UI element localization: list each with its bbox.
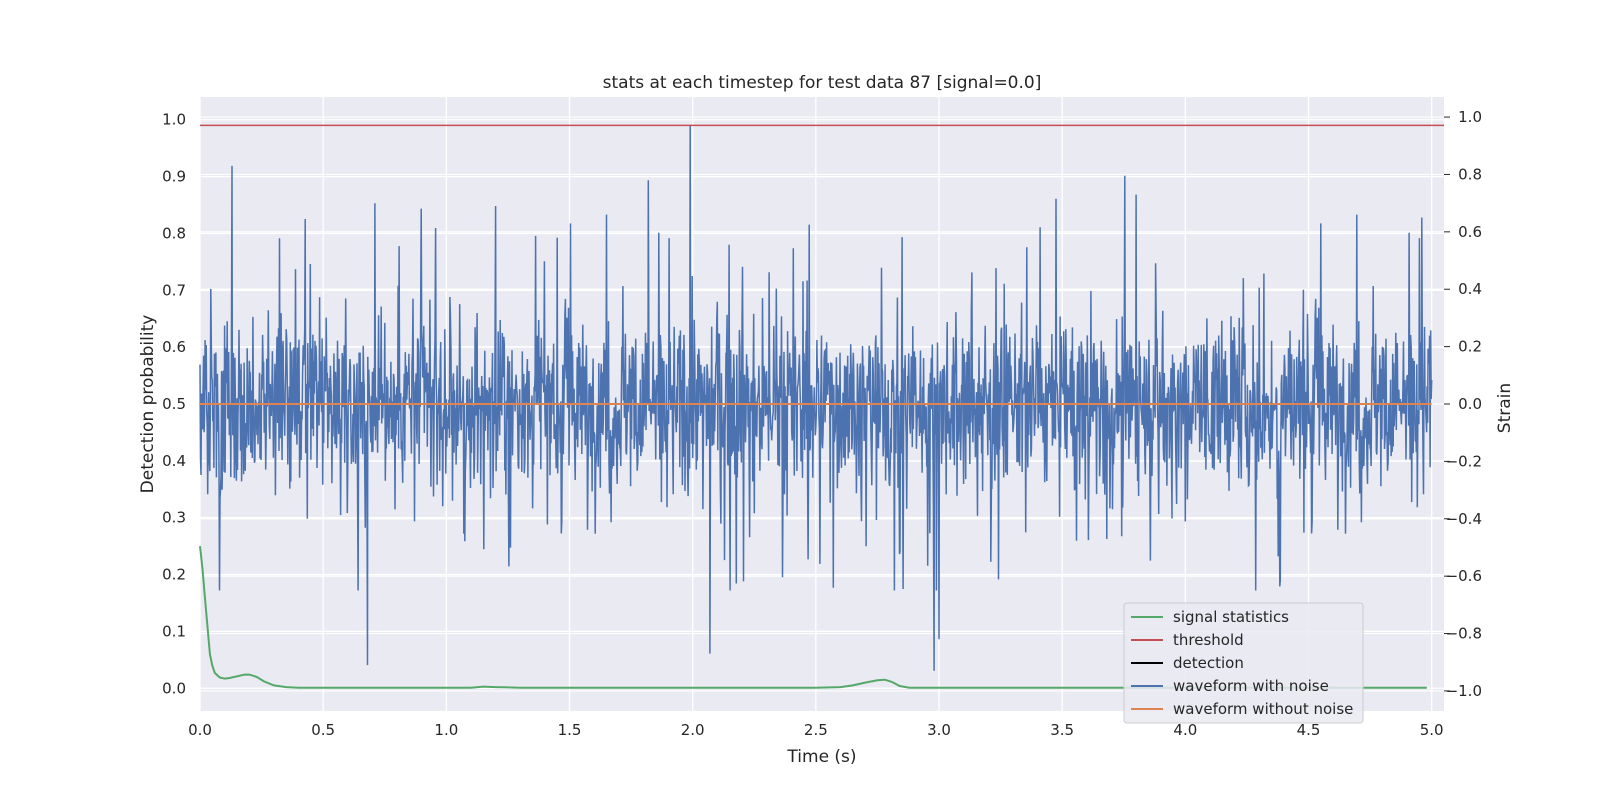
y2-tick-label: 0.2 [1458,338,1482,356]
y2-tick-label: −0.8 [1446,625,1482,643]
y-axis-label: Detection probability [138,315,158,494]
chart-title: stats at each timestep for test data 87 … [603,73,1042,93]
legend-label-signal-statistics: signal statistics [1173,608,1289,626]
x-tick-label: 1.0 [434,721,458,739]
y2-tick-label: −0.4 [1446,510,1482,528]
x-tick-label: 2.5 [804,721,828,739]
legend-label-waveform-without-noise: waveform without noise [1173,700,1353,718]
legend-label-detection: detection [1173,654,1244,672]
x-tick-label: 1.5 [558,721,582,739]
x-tick-label: 4.0 [1173,721,1197,739]
y-tick-label: 0.7 [162,281,186,299]
y2-tick-label: 0.6 [1458,223,1482,241]
y-tick-label: 0.9 [162,168,186,186]
legend: signal statistics threshold detection wa… [1123,602,1364,724]
y-tick-label: 1.0 [162,111,186,129]
y-tick-label: 0.6 [162,338,186,356]
plot-area [199,124,1444,689]
y-tick-label: 0.0 [162,679,186,697]
y2-tick-label: −0.2 [1446,452,1482,470]
y2-tick-label: 0.4 [1458,280,1482,298]
y-tick-label: 0.2 [162,566,186,584]
y2-tick-label: −1.0 [1446,682,1482,700]
legend-label-waveform-with-noise: waveform with noise [1173,677,1329,695]
legend-box [1123,602,1364,724]
y2-tick-label: 1.0 [1458,108,1482,126]
y-tick-label: 0.1 [162,622,186,640]
y-tick-label: 0.5 [162,395,186,413]
y2-axis-label: Strain [1495,383,1515,433]
y-tick-label: 0.8 [162,224,186,242]
x-tick-label: 5.0 [1420,721,1444,739]
y-tick-label: 0.3 [162,509,186,527]
legend-label-threshold: threshold [1173,631,1244,649]
x-tick-label: 2.0 [681,721,705,739]
x-tick-label: 0.0 [188,721,212,739]
x-tick-label: 3.0 [927,721,951,739]
axes: 0.0 0.5 1.0 1.5 2.0 2.5 3.0 3.5 4.0 4.5 5.0 0.0 0.1 0… [162,108,1482,739]
y2-tick-label: 0.8 [1458,165,1482,183]
waveform-with-noise-line [199,125,1433,671]
y2-tick-label: −0.6 [1446,567,1482,585]
x-tick-label: 4.5 [1297,721,1321,739]
x-tick-label: 0.5 [311,721,335,739]
x-axis-label: Time (s) [786,747,856,767]
signal-statistics-line [199,545,1427,689]
y2-tick-label: 0.0 [1458,395,1482,413]
x-tick-label: 3.5 [1050,721,1074,739]
y-tick-label: 0.4 [162,452,186,470]
